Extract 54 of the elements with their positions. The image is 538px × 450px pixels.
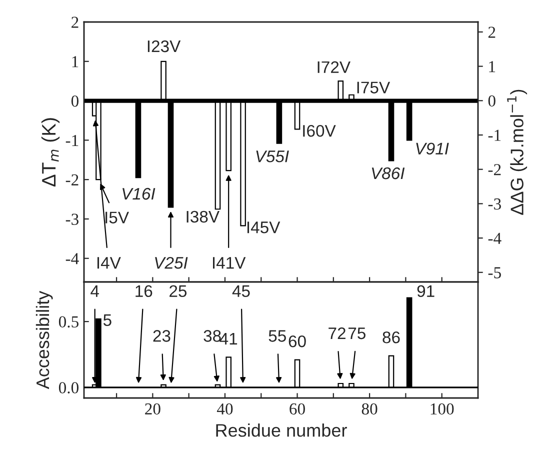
annotation: 72 bbox=[328, 327, 346, 340]
annotation: 60 bbox=[288, 335, 306, 348]
annotation: V25I bbox=[155, 256, 188, 269]
annotation: V16I bbox=[122, 188, 156, 200]
y2-tick-label: 2 bbox=[488, 26, 496, 38]
y2-tick-label: 0 bbox=[488, 95, 496, 107]
y-tick-label: -1 bbox=[66, 134, 78, 146]
annotation: I60V bbox=[303, 124, 336, 137]
y2-tick-label: -1 bbox=[488, 130, 501, 141]
annotation: 38 bbox=[204, 330, 221, 342]
annotation: 25 bbox=[170, 285, 187, 298]
y-tick-label: 0 bbox=[71, 95, 79, 107]
x-tick-label: 80 bbox=[362, 403, 378, 415]
x-tick-label: 60 bbox=[290, 403, 305, 415]
y2-tick-label: 1 bbox=[489, 61, 496, 72]
y2-axis-title: ΔΔG (kJ.mol$^{−1}$) bbox=[507, 90, 528, 215]
y-tick-label: 1 bbox=[72, 56, 78, 68]
annotation: 86 bbox=[382, 331, 400, 344]
annotation: 16 bbox=[136, 285, 152, 298]
y-tick-label: 2 bbox=[72, 16, 78, 28]
annotation: I4V bbox=[97, 257, 121, 269]
annotation: 5 bbox=[103, 314, 112, 326]
annotation: I23V bbox=[148, 40, 181, 52]
annotation: V91I bbox=[416, 142, 449, 155]
annotation: I45V bbox=[247, 222, 280, 234]
y-axis-title: Accessibility bbox=[36, 290, 53, 390]
annotation: 45 bbox=[232, 285, 250, 298]
y2-tick-label: -3 bbox=[488, 198, 501, 210]
y-tick-label: -4 bbox=[66, 253, 79, 264]
annotation: 55 bbox=[268, 330, 286, 342]
y2-tick-label: -5 bbox=[488, 267, 501, 278]
annotation: I38V bbox=[186, 210, 220, 223]
y-tick-label: 0.5 bbox=[58, 316, 78, 328]
y-axis-title: ΔT$_{m}$ (K) bbox=[41, 118, 60, 187]
x-axis-title: Residue number bbox=[216, 424, 347, 437]
annotation: I72V bbox=[318, 61, 350, 73]
annotation: V86I bbox=[372, 167, 405, 180]
x-tick-label: 40 bbox=[216, 403, 233, 415]
y2-tick-label: -4 bbox=[488, 232, 502, 244]
annotation: I41V bbox=[212, 257, 246, 269]
annotation: 23 bbox=[153, 330, 170, 342]
annotation: 91 bbox=[417, 285, 434, 298]
y-tick-label: -3 bbox=[66, 214, 78, 225]
y2-tick-label: -2 bbox=[488, 164, 501, 176]
annotation: I5V bbox=[106, 212, 129, 224]
y-tick-label: -2 bbox=[66, 174, 78, 186]
annotation: I75V bbox=[357, 82, 390, 94]
annotation: 75 bbox=[348, 328, 366, 340]
x-tick-label: 20 bbox=[145, 403, 160, 415]
y-tick-label: 0.0 bbox=[58, 382, 79, 394]
x-tick-label: 100 bbox=[430, 403, 454, 415]
annotation: V55I bbox=[256, 150, 289, 162]
annotation: 41 bbox=[220, 332, 238, 344]
annotation: 4 bbox=[90, 285, 99, 297]
